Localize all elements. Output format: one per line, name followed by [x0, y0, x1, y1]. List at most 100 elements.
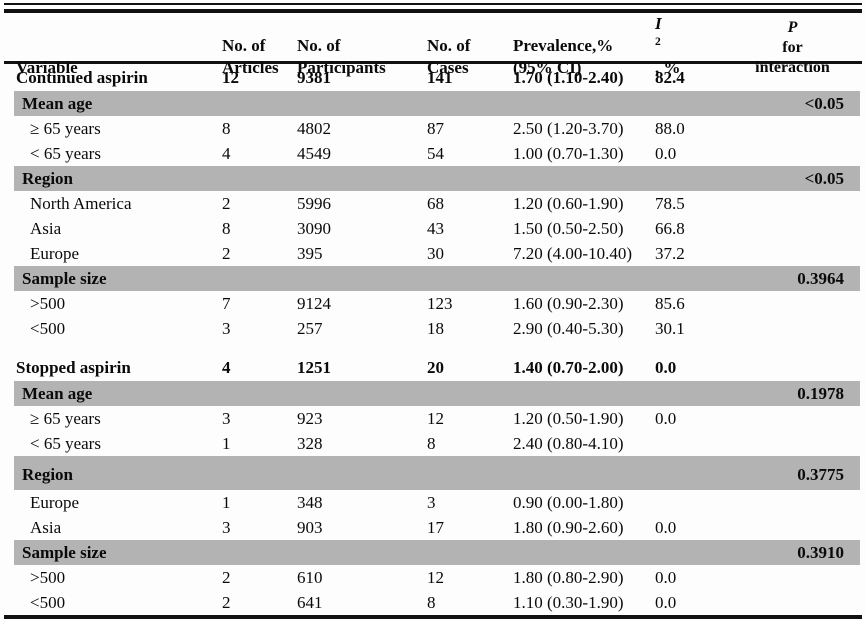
- cell-cases: 18: [427, 318, 444, 338]
- cell-prevalence: 7.20 (4.00-10.40): [513, 243, 632, 263]
- cell-participants: 903: [297, 517, 323, 537]
- cell-articles: 8: [222, 218, 231, 238]
- header-p-interaction: P for interaction: [755, 18, 830, 77]
- header-participants: No. of Participants: [297, 36, 386, 78]
- row-label: Sample size: [22, 268, 107, 288]
- cell-participants: 5996: [297, 193, 331, 213]
- cell-cases: 87: [427, 118, 444, 138]
- table-row: < 65 years 1 328 8 2.40 (0.80-4.10): [4, 431, 862, 456]
- cell-cases: 8: [427, 592, 436, 612]
- row-label: Continued aspirin: [16, 67, 148, 87]
- cell-p: 0.1978: [797, 383, 844, 403]
- section-band-row: Mean age 0.1978: [14, 381, 860, 406]
- cell-p: 0.3910: [797, 542, 844, 562]
- cell-participants: 1251: [297, 357, 331, 377]
- group-header-row: Stopped aspirin 4 1251 20 1.40 (0.70-2.00) 0.…: [4, 354, 862, 381]
- cell-i2: 37.2: [655, 243, 685, 263]
- cell-i2: 0.0: [655, 357, 677, 377]
- cell-participants: 4802: [297, 118, 331, 138]
- row-label: <500: [30, 592, 66, 612]
- row-label: ≥ 65 years: [30, 408, 101, 428]
- table-row: >500 2 610 12 1.80 (0.80-2.90) 0.0: [4, 565, 862, 590]
- row-label: Europe: [30, 492, 80, 512]
- cell-prevalence: 1.20 (0.50-1.90): [513, 408, 624, 428]
- cell-cases: 43: [427, 218, 444, 238]
- cell-participants: [307, 485, 437, 490]
- table-body: Continued aspirin 12 9381 141 1.70 (1.10-2.4…: [4, 64, 862, 615]
- cell-i2: 66.8: [655, 218, 685, 238]
- cell-participants: 348: [297, 492, 323, 512]
- cell-cases: 3: [427, 492, 436, 512]
- row-label: North America: [30, 193, 132, 213]
- cell-articles: 4: [222, 143, 231, 163]
- group-header-row: Continued aspirin 12 9381 141 1.70 (1.10-2.4…: [4, 64, 862, 91]
- cell-participants: 641: [297, 592, 323, 612]
- cell-prevalence: 0.90 (0.00-1.80): [513, 492, 624, 512]
- cell-articles: 3: [222, 517, 231, 537]
- cell-cases: 54: [427, 143, 444, 163]
- cell-prevalence: 1.20 (0.60-1.90): [513, 193, 624, 213]
- cell-cases: 12: [427, 567, 444, 587]
- cell-prevalence: 2.90 (0.40-5.30): [513, 318, 624, 338]
- cell-articles: 2: [222, 592, 231, 612]
- cell-articles: 3: [222, 318, 231, 338]
- row-label: ≥ 65 years: [30, 118, 101, 138]
- cell-i2: 78.5: [655, 193, 685, 213]
- row-label: Europe: [30, 243, 80, 263]
- cell-participants: 257: [297, 318, 323, 338]
- cell-i2: 0.0: [655, 408, 677, 428]
- row-label: >500: [30, 567, 66, 587]
- top-rule-thick: [4, 9, 862, 13]
- cell-i2: 88.0: [655, 118, 685, 138]
- cell-participants: 610: [297, 567, 323, 587]
- header-cases: No. of Cases: [427, 36, 471, 78]
- cell-cases: 20: [427, 357, 444, 377]
- section-band-row: Sample size 0.3964: [14, 266, 860, 291]
- header-variable: Variable: [16, 58, 78, 78]
- cell-prevalence: 1.10 (0.30-1.90): [513, 592, 624, 612]
- cell-participants: 3090: [297, 218, 331, 238]
- cell-i2: [665, 485, 727, 490]
- cell-articles: [232, 485, 307, 490]
- cell-articles: 4: [222, 357, 231, 377]
- cell-i2: 0.0: [655, 567, 677, 587]
- section-band-row: Sample size 0.3910: [14, 540, 860, 565]
- cell-p: <0.05: [804, 93, 844, 113]
- row-label: Sample size: [22, 542, 107, 562]
- table-row: <500 2 641 8 1.10 (0.30-1.90) 0.0: [4, 590, 862, 615]
- cell-cases: 12: [427, 408, 444, 428]
- table-row: Asia 3 903 17 1.80 (0.90-2.60) 0.0: [4, 515, 862, 540]
- cell-cases: 123: [427, 293, 453, 313]
- cell-prevalence: [523, 485, 665, 490]
- cell-prevalence: 2.40 (0.80-4.10): [513, 433, 624, 453]
- cell-cases: 141: [427, 67, 453, 87]
- row-label: >500: [30, 293, 66, 313]
- cell-articles: 7: [222, 293, 231, 313]
- row-label: Stopped aspirin: [16, 357, 131, 377]
- top-rule-thin: [4, 3, 862, 5]
- cell-prevalence: 1.50 (0.50-2.50): [513, 218, 624, 238]
- section-band-row: Mean age <0.05: [14, 91, 860, 116]
- cell-prevalence: 1.40 (0.70-2.00): [513, 357, 624, 377]
- cell-i2: 30.1: [655, 318, 685, 338]
- section-band-row: Region 0.3775: [14, 456, 860, 490]
- table-row: Europe 1 348 3 0.90 (0.00-1.80): [4, 490, 862, 515]
- cell-i2: 0.0: [655, 517, 677, 537]
- row-label: < 65 years: [30, 433, 101, 453]
- table-row: North America 2 5996 68 1.20 (0.60-1.90) 78.5: [4, 191, 862, 216]
- cell-p: <0.05: [804, 168, 844, 188]
- cell-participants: 328: [297, 433, 323, 453]
- header-prevalence: Prevalence,% (95% CI): [513, 36, 614, 78]
- row-label: <500: [30, 318, 66, 338]
- spacer-row: [4, 341, 862, 354]
- row-label: Asia: [30, 517, 62, 537]
- cell-cases: 30: [427, 243, 444, 263]
- cell-articles: 8: [222, 118, 231, 138]
- cell-articles: 2: [222, 193, 231, 213]
- cell-cases: [437, 485, 523, 490]
- row-label: Mean age: [22, 93, 93, 113]
- table-row: >500 7 9124 123 1.60 (0.90-2.30) 85.6: [4, 291, 862, 316]
- table-row: < 65 years 4 4549 54 1.00 (0.70-1.30) 0.0: [4, 141, 862, 166]
- cell-prevalence: 1.80 (0.90-2.60): [513, 517, 624, 537]
